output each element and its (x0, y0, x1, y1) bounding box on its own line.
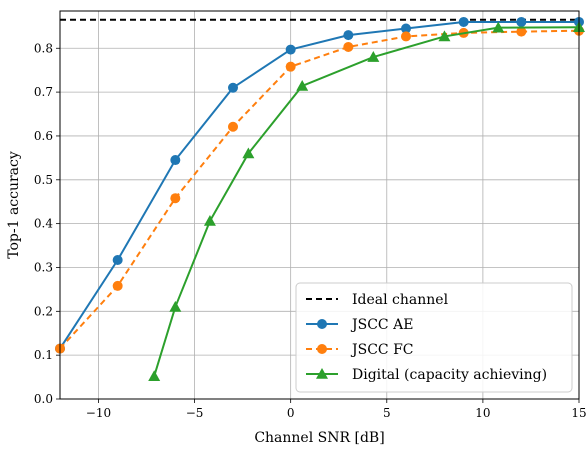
data-point (438, 30, 451, 42)
data-point (458, 16, 469, 27)
data-point (401, 31, 411, 42)
y-axis-label: Top-1 accuracy (6, 151, 22, 259)
legend-label: Digital (capacity achieving) (352, 367, 547, 383)
legend-swatch-marker (317, 344, 327, 354)
data-point (367, 51, 380, 62)
y-axis-ticks: 0.0 0.1 0.2 0.3 0.4 0.5 0.6 0.7 0.8 (34, 41, 60, 406)
data-point (343, 30, 354, 41)
y-tick-label: 0.3 (34, 260, 53, 274)
data-point (112, 280, 123, 291)
data-point (148, 370, 161, 382)
data-point (228, 121, 238, 132)
legend-label: JSCC FC (350, 342, 414, 358)
y-tick-label: 0.4 (34, 217, 53, 231)
x-tick-label: 5 (383, 406, 391, 420)
x-tick-label: 15 (571, 406, 586, 420)
data-point (296, 79, 309, 91)
y-tick-label: 0.7 (34, 85, 53, 99)
legend-swatch-marker (316, 368, 328, 379)
legend-label: Ideal channel (352, 292, 449, 308)
y-tick-label: 0.8 (34, 41, 53, 55)
series-layer (55, 16, 585, 382)
data-point (228, 82, 238, 93)
y-tick-label: 0.5 (34, 173, 53, 187)
y-tick-label: 0.0 (34, 392, 53, 406)
x-axis-label: Channel SNR [dB] (254, 430, 384, 446)
data-point (285, 44, 296, 55)
x-tick-label: 0 (287, 406, 295, 420)
data-point (285, 61, 296, 72)
legend-item: JSCC FC (306, 342, 414, 358)
y-tick-label: 0.2 (34, 304, 53, 318)
legend-box (295, 282, 573, 393)
data-point (170, 193, 181, 204)
legend: Ideal channel JSCC AE JSCC FC Digital (capa… (295, 282, 573, 393)
series-line (59, 20, 579, 350)
legend-item: JSCC AE (306, 317, 413, 333)
x-axis-ticks: −10 −5 0 5 10 15 (86, 399, 587, 420)
data-point (169, 300, 182, 312)
legend-item: Ideal channel (306, 292, 449, 308)
data-point (516, 26, 527, 37)
legend-swatch-marker (317, 319, 327, 329)
data-point (516, 16, 527, 27)
y-tick-label: 0.6 (34, 129, 53, 143)
data-point (401, 23, 411, 34)
y-tick-label: 0.1 (34, 348, 53, 362)
data-point (203, 215, 216, 226)
legend-label: JSCC AE (350, 317, 413, 333)
data-point (242, 147, 255, 159)
legend-item: Digital (capacity achieving) (306, 367, 547, 383)
data-point (343, 41, 354, 52)
data-point (492, 21, 505, 33)
x-tick-label: 10 (475, 406, 490, 420)
data-point (170, 155, 181, 166)
x-tick-label: −10 (86, 406, 111, 420)
x-tick-label: −5 (186, 406, 204, 420)
plot-frame (59, 10, 580, 400)
data-point (112, 255, 123, 266)
